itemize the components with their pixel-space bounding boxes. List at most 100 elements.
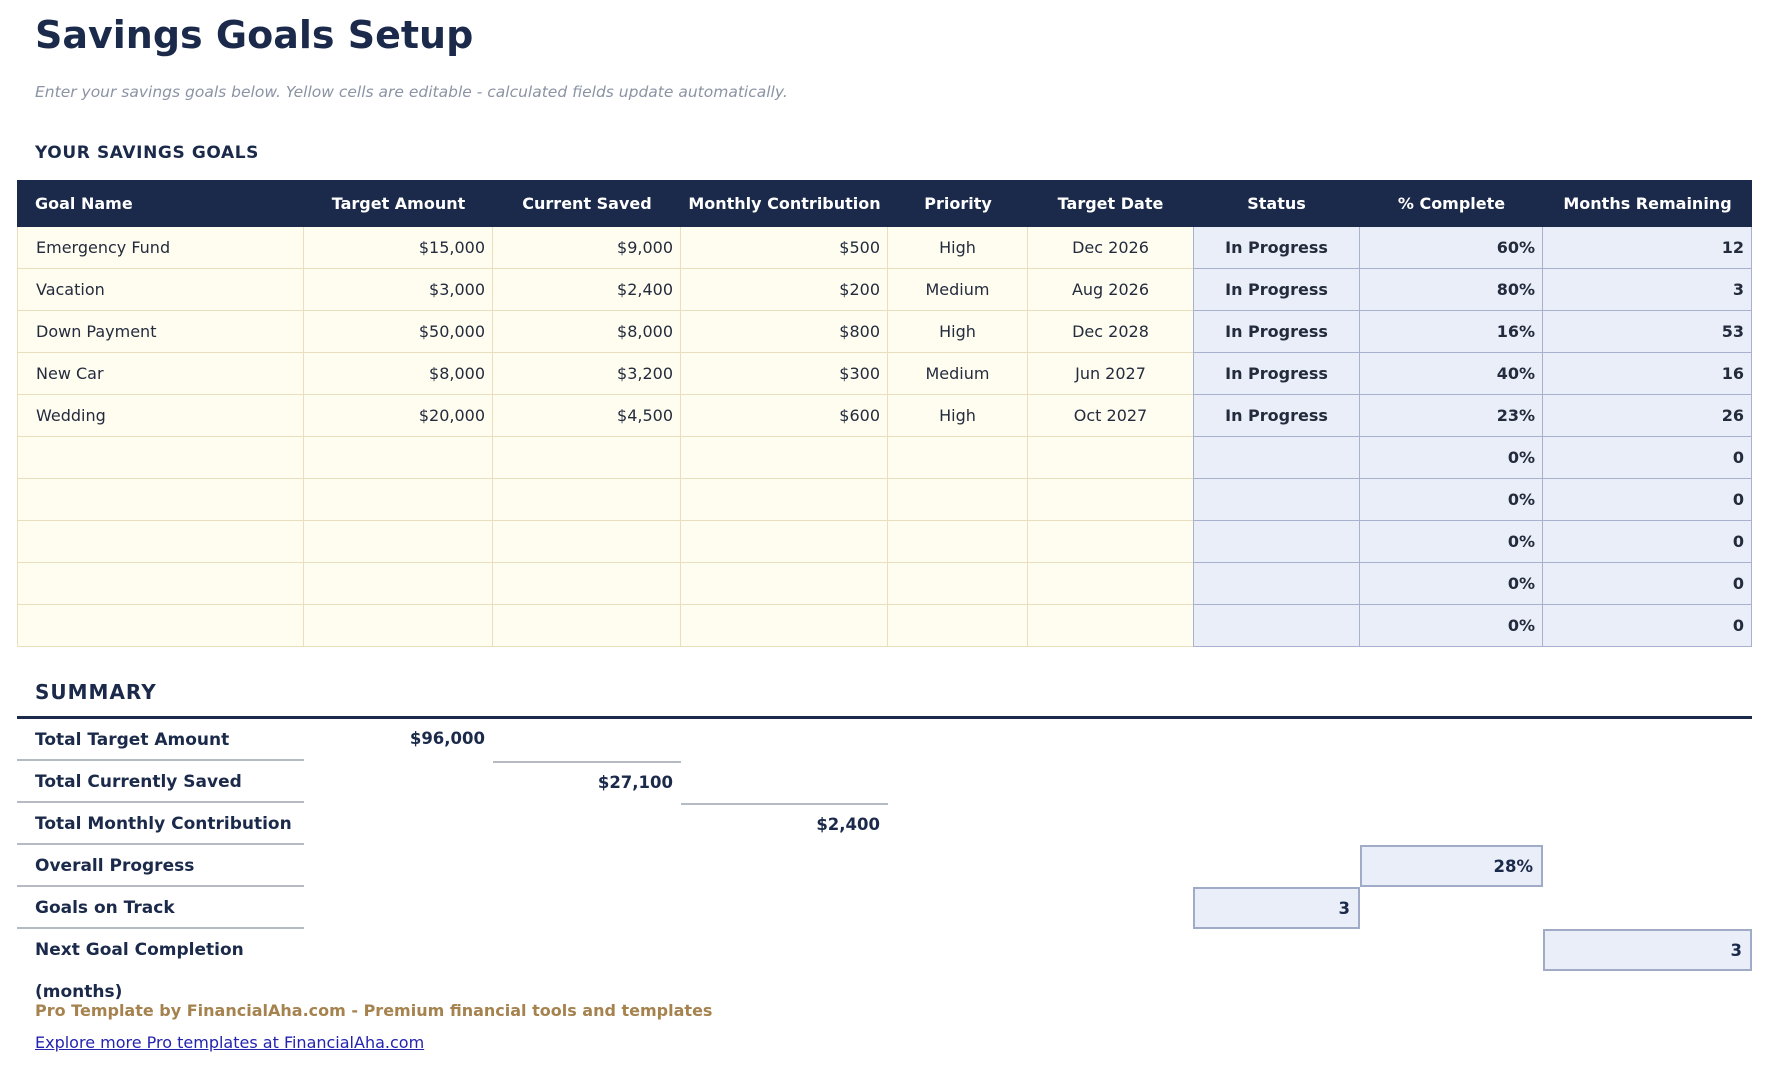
cell-target-amount[interactable] (304, 562, 493, 605)
cell-status (1193, 436, 1360, 479)
column-header-target-amount: Target Amount (304, 179, 493, 227)
summary-label-goals-on-track: Goals on Track (17, 887, 304, 929)
cell-priority[interactable]: High (888, 394, 1028, 437)
summary-label-total-currently-saved: Total Currently Saved (17, 761, 304, 803)
cell-status: In Progress (1193, 268, 1360, 311)
cell-goal-name[interactable] (17, 478, 304, 521)
cell-current-saved[interactable]: $9,000 (493, 226, 681, 269)
cell-status: In Progress (1193, 226, 1360, 269)
summary-label-next-goal-completion-months: Next Goal Completion (months) (35, 939, 244, 1002)
cell-monthly-contribution[interactable]: $500 (681, 226, 888, 269)
summary-divider (17, 715, 1752, 719)
cell-current-saved[interactable]: $4,500 (493, 394, 681, 437)
cell-status (1193, 520, 1360, 563)
cell-months-remaining: 0 (1543, 478, 1752, 521)
cell-target-date[interactable]: Aug 2026 (1028, 268, 1193, 311)
cell-goal-name[interactable]: New Car (17, 352, 304, 395)
cell-percent-complete: 23% (1360, 394, 1543, 437)
cell-monthly-contribution[interactable]: $800 (681, 310, 888, 353)
cell-goal-name[interactable]: Vacation (17, 268, 304, 311)
cell-target-amount[interactable]: $3,000 (304, 268, 493, 311)
cell-priority[interactable]: High (888, 310, 1028, 353)
summary-row-next-goal-completion-months: Next Goal Completion (months) 3 (17, 928, 1752, 1002)
cell-goal-name[interactable]: Wedding (17, 394, 304, 437)
cell-percent-complete: 0% (1360, 562, 1543, 605)
cell-status: In Progress (1193, 394, 1360, 437)
cell-priority[interactable] (888, 604, 1028, 647)
cell-target-amount[interactable] (304, 436, 493, 479)
cell-status (1193, 604, 1360, 647)
cell-goal-name[interactable] (17, 520, 304, 563)
cell-priority[interactable]: Medium (888, 268, 1028, 311)
cell-target-date[interactable]: Dec 2028 (1028, 310, 1193, 353)
cell-monthly-contribution[interactable] (681, 562, 888, 605)
summary-value-next-goal-completion-months: 3 (1543, 928, 1752, 971)
cell-target-date[interactable] (1028, 478, 1193, 521)
cell-status (1193, 478, 1360, 521)
table-row: 0% 0 (17, 604, 1752, 647)
column-header-priority: Priority (888, 179, 1028, 227)
cell-months-remaining: 0 (1543, 520, 1752, 563)
cell-goal-name[interactable] (17, 436, 304, 479)
savings-goals-page: Savings Goals Setup Enter your savings g… (17, 13, 1752, 1052)
table-row: Down Payment $50,000 $8,000 $800 High Dec 202… (17, 310, 1752, 353)
cell-target-date[interactable]: Jun 2027 (1028, 352, 1193, 395)
cell-monthly-contribution[interactable]: $200 (681, 268, 888, 311)
cell-months-remaining: 0 (1543, 604, 1752, 647)
cell-priority[interactable]: Medium (888, 352, 1028, 395)
cell-goal-name[interactable] (17, 604, 304, 647)
cell-current-saved[interactable] (493, 520, 681, 563)
cell-target-amount[interactable] (304, 520, 493, 563)
cell-status (1193, 562, 1360, 605)
summary-value-goals-on-track: 3 (1193, 886, 1360, 929)
cell-goal-name[interactable] (17, 562, 304, 605)
cell-months-remaining: 26 (1543, 394, 1752, 437)
cell-target-date[interactable] (1028, 520, 1193, 563)
table-row: 0% 0 (17, 436, 1752, 479)
cell-current-saved[interactable] (493, 604, 681, 647)
cell-current-saved[interactable] (493, 478, 681, 521)
footer-link[interactable]: Explore more Pro templates at FinancialA… (35, 1032, 425, 1052)
cell-priority[interactable] (888, 436, 1028, 479)
cell-target-amount[interactable] (304, 604, 493, 647)
cell-priority[interactable] (888, 520, 1028, 563)
cell-current-saved[interactable]: $8,000 (493, 310, 681, 353)
cell-months-remaining: 12 (1543, 226, 1752, 269)
cell-current-saved[interactable]: $2,400 (493, 268, 681, 311)
cell-monthly-contribution[interactable] (681, 520, 888, 563)
cell-current-saved[interactable]: $3,200 (493, 352, 681, 395)
cell-target-amount[interactable]: $50,000 (304, 310, 493, 353)
cell-target-amount[interactable]: $15,000 (304, 226, 493, 269)
column-header-current-saved: Current Saved (493, 179, 681, 227)
footer-credit: Pro Template by FinancialAha.com - Premi… (35, 1000, 713, 1020)
cell-target-amount[interactable]: $20,000 (304, 394, 493, 437)
cell-target-date[interactable]: Dec 2026 (1028, 226, 1193, 269)
summary-value-overall-progress: 28% (1360, 844, 1543, 887)
cell-months-remaining: 16 (1543, 352, 1752, 395)
cell-target-amount[interactable]: $8,000 (304, 352, 493, 395)
cell-monthly-contribution[interactable] (681, 478, 888, 521)
summary-value-total-monthly-contribution: $2,400 (681, 802, 888, 845)
cell-priority[interactable] (888, 478, 1028, 521)
cell-current-saved[interactable] (493, 436, 681, 479)
cell-goal-name[interactable]: Down Payment (17, 310, 304, 353)
cell-monthly-contribution[interactable] (681, 604, 888, 647)
summary-heading: SUMMARY (35, 679, 157, 704)
cell-target-date[interactable]: Oct 2027 (1028, 394, 1193, 437)
cell-target-date[interactable] (1028, 562, 1193, 605)
cell-monthly-contribution[interactable]: $300 (681, 352, 888, 395)
cell-current-saved[interactable] (493, 562, 681, 605)
cell-months-remaining: 0 (1543, 562, 1752, 605)
summary-value-total-target-amount: $96,000 (409, 728, 485, 748)
cell-target-amount[interactable] (304, 478, 493, 521)
cell-percent-complete: 60% (1360, 226, 1543, 269)
cell-priority[interactable] (888, 562, 1028, 605)
cell-target-date[interactable] (1028, 436, 1193, 479)
cell-goal-name[interactable]: Emergency Fund (17, 226, 304, 269)
cell-target-date[interactable] (1028, 604, 1193, 647)
cell-months-remaining: 3 (1543, 268, 1752, 311)
cell-monthly-contribution[interactable] (681, 436, 888, 479)
summary-label-total-target-amount: Total Target Amount (17, 719, 304, 761)
cell-priority[interactable]: High (888, 226, 1028, 269)
cell-monthly-contribution[interactable]: $600 (681, 394, 888, 437)
